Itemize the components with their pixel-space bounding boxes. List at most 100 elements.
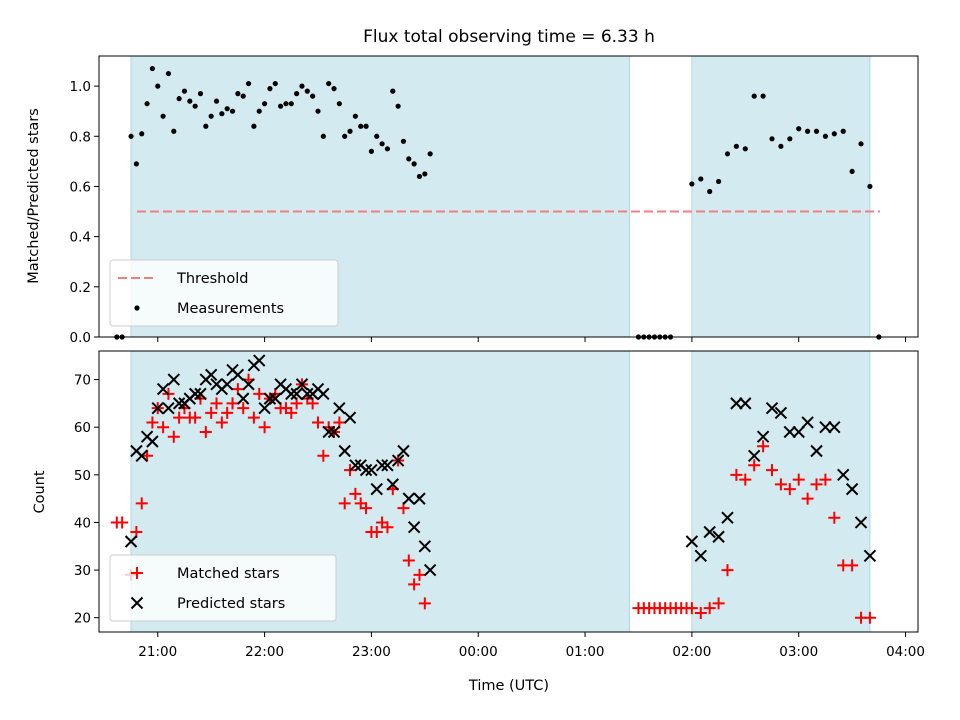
predicted-star-point: [783, 425, 797, 439]
matched-star-point: [317, 449, 330, 462]
x-axis-label: Time (UTC): [468, 678, 549, 694]
predicted-star-point: [343, 411, 357, 424]
predicted-star-point: [269, 392, 282, 405]
predicted-star-point: [146, 435, 159, 448]
predicted-star-point: [135, 449, 148, 462]
matched-star-point: [810, 478, 823, 491]
measurement-point: [203, 123, 209, 129]
measurement-point: [320, 133, 326, 139]
x-tick-label: 02:00: [672, 644, 711, 660]
top-y-tick-label: 0.6: [70, 179, 91, 195]
predicted-star-point: [739, 397, 752, 410]
matched-star-point: [730, 468, 743, 481]
matched-star-point: [418, 597, 431, 610]
predicted-star-point: [359, 463, 373, 477]
measurement-point: [831, 131, 837, 137]
matched-star-point: [381, 521, 394, 534]
predicted-legend-swatch: [130, 596, 144, 610]
measurement-point: [197, 91, 204, 97]
measurement-point: [733, 143, 739, 149]
bottom-y-tick-label: 30: [74, 563, 91, 579]
predicted-star-point: [375, 459, 389, 472]
matched-star-point: [694, 606, 707, 619]
matched-legend-swatch: [131, 567, 143, 579]
predicted-star-point: [694, 549, 707, 563]
measurement-point: [778, 143, 784, 149]
measurement-point: [867, 183, 873, 190]
matched-star-point: [863, 611, 876, 624]
matched-star-point: [408, 578, 421, 591]
measurement-point: [390, 88, 396, 94]
matched-star-point: [703, 602, 716, 615]
measurement-point: [395, 103, 401, 109]
bottom-y-tick-label: 50: [74, 468, 91, 484]
top-y-tick-label: 0.4: [70, 230, 91, 246]
measurement-point: [840, 128, 846, 134]
measurement-point: [251, 123, 257, 129]
measurement-point: [813, 128, 820, 134]
measurement-point: [272, 80, 278, 87]
x-tick-label: 23:00: [352, 644, 391, 660]
top-series-1: [114, 65, 882, 340]
predicted-star-point: [220, 378, 234, 391]
predicted-star-point: [237, 392, 250, 405]
measurement-point: [240, 93, 246, 99]
predicted-star-point: [167, 373, 180, 386]
measurement-point: [787, 136, 793, 142]
predicted-star-point: [263, 392, 277, 405]
matched-star-point: [349, 487, 362, 500]
measurement-point: [165, 70, 172, 77]
measurement-point: [769, 136, 775, 142]
predicted-star-point: [854, 516, 868, 529]
predicted-star-point: [322, 425, 335, 439]
predicted-star-point: [338, 444, 351, 458]
legend-box: [109, 259, 339, 327]
measurement-point: [213, 98, 220, 104]
predicted-star-point: [810, 444, 823, 458]
measurements-legend-swatch: [134, 305, 140, 311]
measurement-point: [171, 128, 177, 134]
predicted-star-point: [407, 521, 421, 534]
bottom-y-tick-label: 40: [74, 515, 91, 531]
predicted-star-point: [792, 425, 805, 439]
measurement-point: [805, 128, 811, 134]
predicted-star-point: [172, 397, 186, 410]
measurement-point: [363, 123, 369, 129]
matched-star-point: [748, 459, 761, 472]
top-observing-window-2: [691, 55, 871, 338]
measurement-point: [299, 83, 305, 89]
predicted-star-point: [162, 401, 175, 415]
predicted-star-point: [730, 397, 743, 410]
predicted-star-point: [828, 420, 841, 434]
ratio-panel: 0.0 0.2 0.4 0.6 0.8 1.0 Threshold Measurements: [70, 55, 919, 346]
matched-star-point: [828, 511, 841, 524]
predicted-star-point: [413, 492, 426, 505]
predicted-star-point: [381, 459, 394, 472]
predicted-star-point: [402, 492, 416, 505]
measurement-point: [374, 133, 380, 139]
predicted-star-point: [349, 459, 362, 472]
measurement-point: [144, 101, 150, 107]
predicted-star-point: [301, 387, 314, 401]
predicted-star-point: [188, 387, 202, 401]
x-tick-label: 21:00: [138, 644, 177, 660]
predicted-star-point: [397, 444, 410, 458]
predicted-star-point: [295, 378, 309, 391]
measurement-point: [229, 108, 236, 114]
matched-star-point: [258, 421, 271, 434]
predicted-star-point: [290, 387, 303, 401]
measurement-point: [155, 83, 161, 89]
predicted-star-point: [747, 449, 761, 462]
predicted-star-point: [317, 387, 330, 401]
count-panel: 20 30 40 50 60 70 21:00 22:00 23:00 00:00 01:00 02:…: [74, 350, 925, 660]
matched-star-point: [285, 406, 298, 419]
matched-star-point: [413, 568, 426, 581]
measurement-point: [208, 113, 214, 119]
predicted-star-point: [124, 535, 138, 548]
predicted-star-point: [703, 525, 716, 539]
bottom-y-tick-label: 20: [74, 611, 91, 627]
measurement-point: [149, 65, 156, 72]
measurement-point: [400, 138, 407, 144]
predicted-star-point: [712, 530, 725, 543]
